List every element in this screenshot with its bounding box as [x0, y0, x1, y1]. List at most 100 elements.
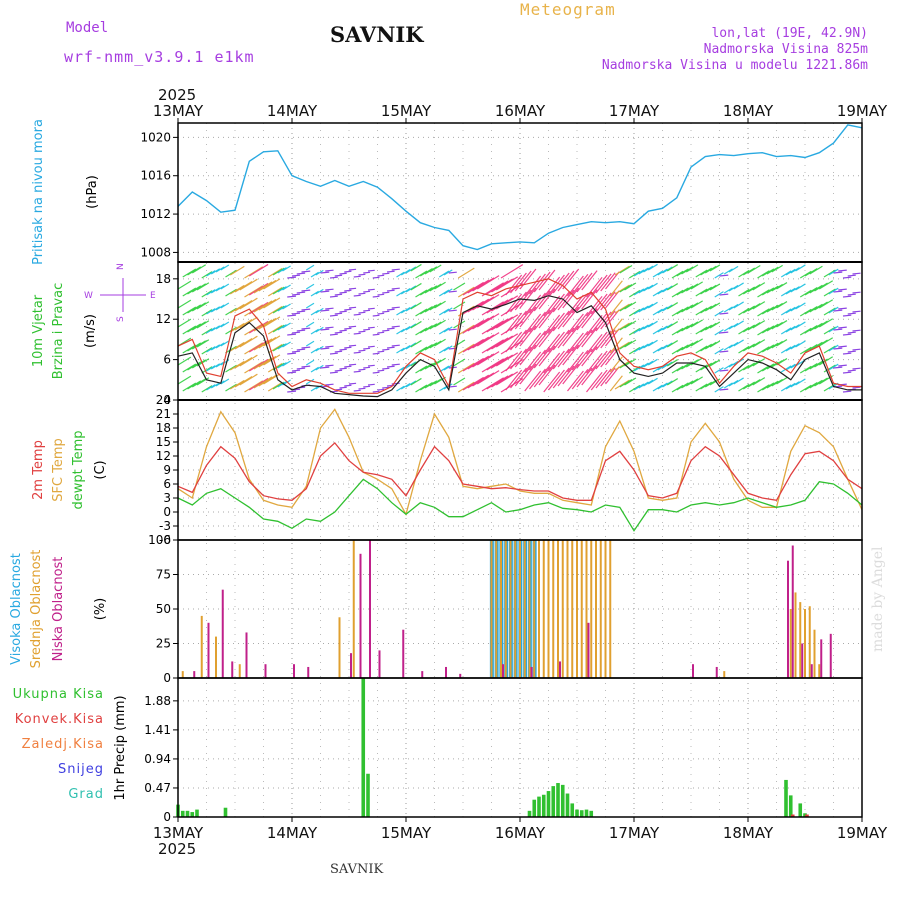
y-tick-label: 12	[156, 449, 171, 463]
wind-arrow	[666, 340, 679, 348]
wind-arrow	[519, 363, 537, 385]
wind-arrow	[234, 376, 253, 388]
wind-arrow	[453, 358, 466, 367]
wind-arrow	[685, 321, 699, 330]
cloud-mid-bar	[804, 609, 806, 678]
wind-arrow	[296, 310, 306, 313]
wind-arrow	[344, 365, 352, 368]
wind-arrow	[538, 269, 556, 291]
precip-bar	[803, 813, 807, 817]
wind-arrow	[391, 287, 400, 290]
wind-arrow	[206, 346, 216, 353]
wind-arrow	[505, 331, 523, 353]
wind-arrow	[714, 386, 724, 393]
cloud-mid-bar	[542, 540, 545, 678]
wind-arrow	[638, 324, 649, 332]
wind-arrow	[552, 291, 570, 313]
wind-arrow	[434, 376, 446, 385]
wind-arrow	[462, 338, 484, 353]
wind-arrow	[657, 287, 668, 295]
wind-arrow	[277, 267, 287, 274]
wind-arrow	[681, 285, 694, 294]
wind-arrow	[391, 306, 400, 309]
wind-arrow	[529, 292, 546, 314]
wind-arrow	[752, 339, 766, 348]
wind-arrow	[315, 364, 324, 371]
wind-arrow	[695, 307, 708, 316]
wind-arrow	[714, 367, 724, 374]
wind-arrow	[325, 364, 334, 367]
wind-arrow	[457, 362, 475, 374]
wind-arrow	[633, 288, 645, 296]
wind-arrow	[719, 331, 729, 334]
wind-arrow	[382, 272, 390, 275]
wind-arrow	[562, 344, 580, 366]
wind-arrow	[310, 309, 319, 316]
wind-arrow	[287, 295, 297, 298]
wind-arrow	[315, 269, 324, 276]
model-label: Model	[66, 20, 109, 36]
wind-arrow	[187, 304, 202, 314]
cloud-low-bar	[264, 664, 267, 678]
wind-arrow	[799, 384, 812, 393]
wind-arrow	[595, 273, 612, 294]
wind-arrow	[476, 313, 500, 328]
wind-arrow	[852, 329, 861, 332]
wind-arrow	[429, 264, 442, 273]
cloud-low-bar	[530, 666, 533, 678]
wind-arrow	[771, 378, 783, 387]
wind-arrow	[234, 319, 253, 331]
cloud-low-bar	[692, 664, 694, 678]
wind-arrow	[415, 270, 428, 279]
wind-arrow	[187, 342, 202, 352]
wind-arrow	[329, 276, 338, 279]
wind-arrow	[723, 382, 733, 389]
wind-arrow	[305, 359, 315, 366]
wind-arrow	[191, 359, 207, 369]
wind-arrow	[643, 322, 654, 330]
wind-arrow	[719, 274, 729, 277]
wind-arrow	[305, 302, 315, 309]
wind-arrow	[776, 282, 788, 290]
wind-arrow	[609, 299, 623, 316]
wind-arrow	[495, 352, 519, 367]
wind-arrow	[681, 380, 694, 389]
precip-unit: 1hr Precip (mm)	[113, 695, 128, 800]
wind-arrow	[643, 303, 654, 311]
cloud-mid-bar	[490, 540, 493, 678]
wind-arrow	[728, 303, 739, 311]
wind-arrow	[210, 325, 221, 332]
wind-arrow	[391, 325, 400, 328]
wind-arrow	[690, 338, 703, 347]
wind-arrow	[714, 272, 724, 279]
cloud-low-bar	[369, 540, 371, 678]
wind-arrow	[628, 270, 641, 279]
wind-arrow	[296, 348, 306, 351]
wind-arrow	[429, 321, 442, 330]
wind-arrow	[571, 349, 589, 371]
y-tick-label: 0	[163, 671, 171, 685]
wind-arrow	[524, 351, 542, 373]
wind-arrow	[785, 344, 796, 352]
wind-arrow	[628, 327, 641, 336]
wind-arrow	[533, 309, 551, 331]
wind-arrow	[391, 344, 400, 347]
time-label-top: 16MAY	[495, 102, 546, 120]
wind-panel-subtitle: Brzina i Pravac	[51, 283, 66, 380]
cloud-low-bar	[559, 661, 561, 678]
wind-arrow	[372, 333, 380, 336]
wind-arrow	[557, 365, 575, 387]
precip-bar	[366, 773, 370, 817]
wind-arrow	[177, 375, 192, 385]
wind-arrow	[666, 321, 679, 329]
wind-arrow	[443, 345, 453, 352]
cloud-mid-bar	[528, 540, 531, 678]
wind-arrow	[709, 283, 721, 291]
wind-arrow	[633, 269, 645, 277]
wind-arrow	[320, 309, 330, 312]
wind-arrow	[595, 292, 612, 313]
cloud-low-bar	[307, 666, 310, 678]
wind-arrow	[434, 281, 446, 290]
wind-arrow	[329, 352, 338, 355]
wind-arrow	[576, 329, 593, 350]
